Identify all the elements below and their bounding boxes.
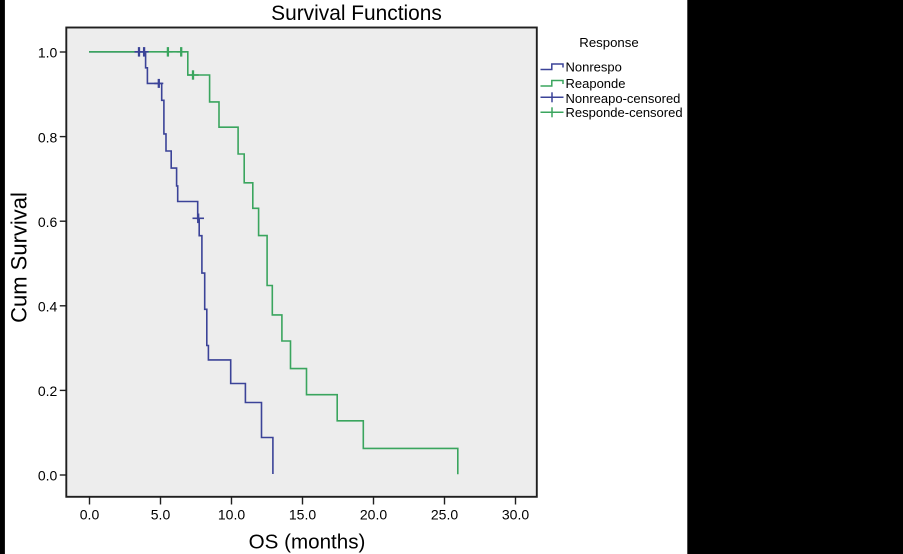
svg-text:0.4: 0.4 [38, 299, 58, 315]
svg-text:30.0: 30.0 [502, 507, 529, 523]
svg-text:Cum Survival: Cum Survival [7, 192, 32, 323]
svg-text:5.0: 5.0 [151, 507, 171, 523]
svg-text:15.0: 15.0 [289, 507, 316, 523]
svg-text:Responde-censored: Responde-censored [566, 105, 683, 120]
svg-text:Response: Response [579, 35, 638, 50]
svg-text:25.0: 25.0 [431, 507, 458, 523]
svg-text:10.0: 10.0 [218, 507, 245, 523]
svg-text:20.0: 20.0 [360, 507, 387, 523]
svg-text:0.0: 0.0 [38, 468, 58, 484]
svg-text:0.6: 0.6 [38, 214, 58, 230]
svg-text:Nonrespo: Nonrespo [566, 60, 622, 75]
svg-text:Reaponde: Reaponde [566, 76, 626, 91]
svg-text:Nonreapo-censored: Nonreapo-censored [566, 91, 681, 106]
svg-text:0.2: 0.2 [38, 383, 58, 399]
svg-text:0.0: 0.0 [80, 507, 100, 523]
svg-text:OS (months): OS (months) [249, 531, 366, 554]
svg-text:1.0: 1.0 [38, 45, 58, 61]
svg-text:0.8: 0.8 [38, 129, 58, 145]
svg-text:Survival Functions: Survival Functions [271, 2, 442, 25]
